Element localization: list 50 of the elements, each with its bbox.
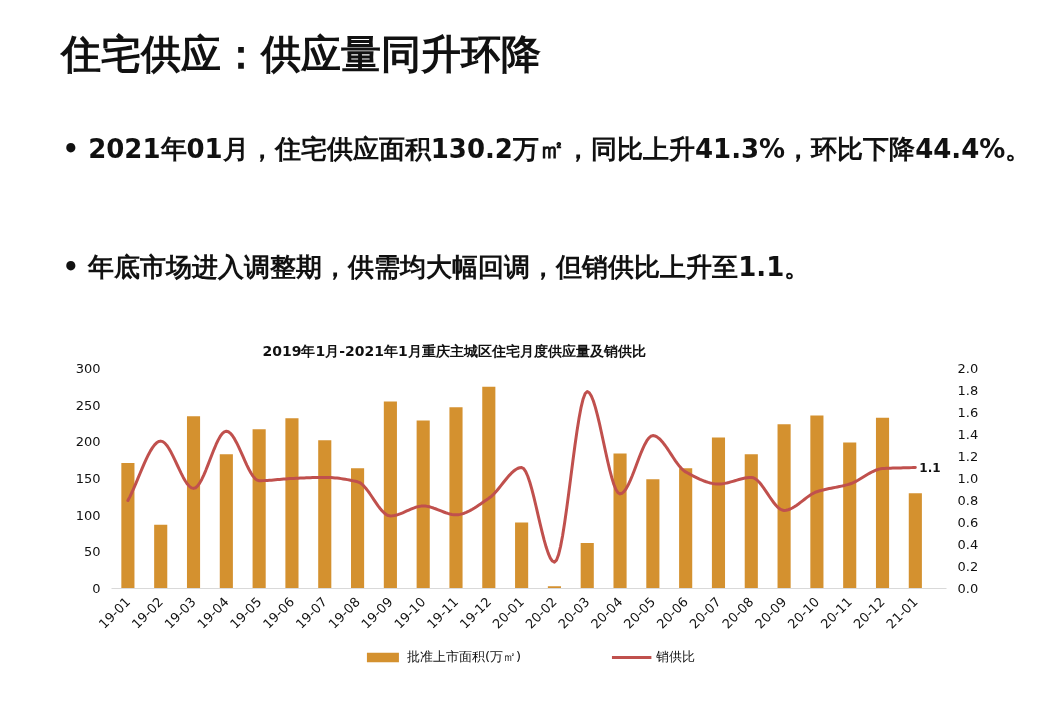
bar <box>711 437 726 589</box>
bar <box>843 442 857 589</box>
y2-tick-label: 2.0 <box>957 361 979 376</box>
bar <box>285 418 299 589</box>
y2-tick-label: 0.6 <box>957 515 979 530</box>
bar <box>810 415 824 589</box>
bar <box>515 522 529 589</box>
y2-tick-label: 0.4 <box>957 537 979 552</box>
bar <box>186 416 201 589</box>
bar <box>252 429 266 589</box>
bar <box>777 424 791 589</box>
bar <box>351 468 365 589</box>
y-tick-label: 200 <box>75 434 101 450</box>
bar <box>482 386 496 589</box>
bar <box>613 453 627 589</box>
text: 住宅供应：供应量同升环降 <box>58 31 541 78</box>
y-tick-label: 50 <box>83 544 101 560</box>
bar <box>744 454 758 589</box>
bar <box>908 493 922 589</box>
y-tick-label: 150 <box>75 471 101 486</box>
bar <box>318 440 332 589</box>
y2-tick-label: 0.8 <box>957 493 979 508</box>
data-label: 1.1 <box>919 461 941 475</box>
y2-tick-label: 0.2 <box>957 559 979 574</box>
y-tick-label: 300 <box>75 361 101 376</box>
y-tick-label: 100 <box>75 507 101 523</box>
bar <box>547 586 561 589</box>
y2-tick-label: 0.0 <box>957 581 979 596</box>
y2-tick-label: 1.0 <box>957 471 979 486</box>
text: • 2021年01月，住宅供应面积130.2万㎡，同比上升41.3%，环比下降44.4%。 <box>62 134 1032 165</box>
chart-title: 2019年1月-2021年1月重庆主城区住宅月度供应量及销供比 <box>262 343 646 360</box>
bar <box>449 407 463 589</box>
bar <box>580 543 594 589</box>
y2-tick-label: 1.2 <box>957 449 979 464</box>
legend-label: 销供比 <box>656 648 696 666</box>
bar <box>383 401 397 589</box>
y-tick-label: 0 <box>92 581 101 596</box>
legend-label: 批准上市面积(万㎡) <box>406 648 522 666</box>
text: • 年底市场进入调整期，供需均大幅回调，但销供比上升至1.1。 <box>62 252 811 283</box>
bar <box>875 417 890 589</box>
bar <box>154 524 168 589</box>
bar <box>679 468 693 589</box>
y2-tick-label: 1.8 <box>957 383 979 398</box>
y-tick-label: 250 <box>75 397 101 413</box>
y2-tick-label: 1.6 <box>957 405 979 420</box>
bar <box>219 454 233 589</box>
y2-tick-label: 1.4 <box>957 427 979 442</box>
bar <box>646 479 660 589</box>
bar <box>121 463 135 589</box>
bar <box>416 420 430 589</box>
